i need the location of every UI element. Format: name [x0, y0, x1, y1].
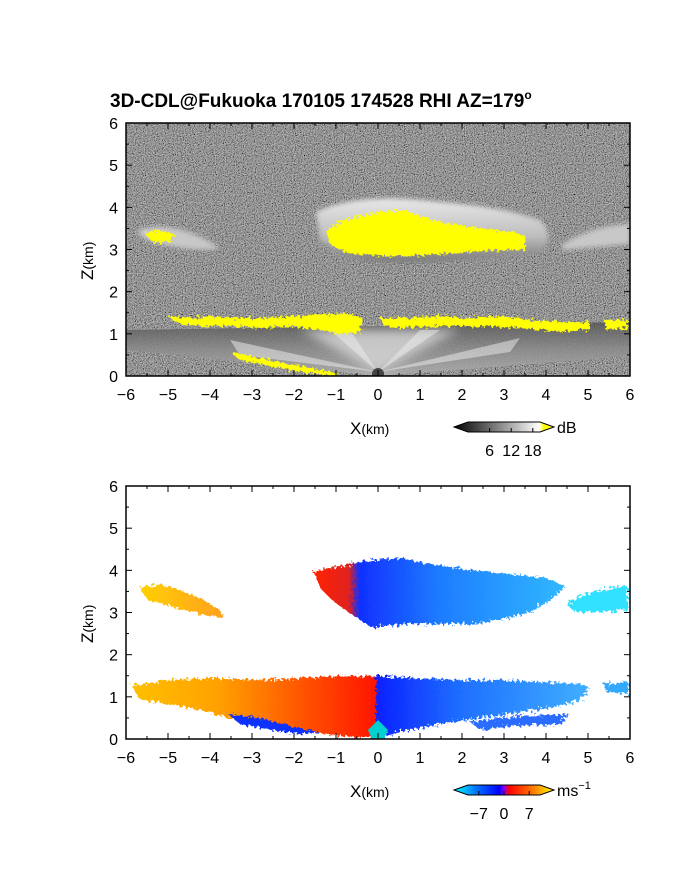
y-tick-label: 0 — [109, 732, 118, 749]
x-tick-label: −1 — [327, 750, 345, 767]
snr-image — [126, 123, 630, 376]
velocity-colorbar-unit: ms−1 — [557, 780, 591, 800]
y-tick-label: 5 — [109, 158, 118, 175]
velocity-y-axis-label: Z(km) — [78, 605, 97, 643]
x-tick-label: 6 — [626, 750, 635, 767]
snr-y-axis-label: Z(km) — [78, 242, 97, 280]
x-tick-label: 5 — [584, 387, 593, 404]
y-tick-label: 4 — [109, 200, 118, 217]
x-tick-label: 4 — [542, 750, 551, 767]
x-tick-label: −1 — [327, 387, 345, 404]
y-tick-label: 1 — [109, 690, 118, 707]
x-tick-label: −6 — [117, 750, 135, 767]
x-tick-label: 1 — [416, 750, 425, 767]
x-tick-label: −3 — [243, 750, 261, 767]
colorbar-tick-label: 0 — [500, 806, 509, 823]
velocity-boundary-right — [376, 676, 590, 738]
x-tick-label: −4 — [201, 750, 219, 767]
velocity-cloud-main — [314, 558, 565, 628]
x-tick-label: 0 — [374, 387, 383, 404]
velocity-x-axis-label: X(km) — [350, 782, 389, 801]
y-tick-label: 5 — [109, 521, 118, 538]
y-tick-label: 3 — [109, 606, 118, 623]
y-tick-label: 2 — [109, 648, 118, 665]
colorbar-tick-label: 6 — [485, 443, 494, 460]
x-tick-label: 4 — [542, 387, 551, 404]
snr-cloud-right — [562, 224, 630, 250]
colorbar-tick-label: 18 — [524, 443, 542, 460]
snr-yellow-regions — [144, 210, 628, 376]
snr-x-axis-label: X(km) — [350, 419, 389, 438]
figure-title: 3D-CDL@Fukuoka 170105 174528 RHI AZ=179o — [110, 88, 532, 112]
y-tick-label: 3 — [109, 243, 118, 260]
colorbar-tick-label: 7 — [525, 806, 534, 823]
colorbar-tick-label: −7 — [470, 806, 488, 823]
y-tick-label: 0 — [109, 369, 118, 386]
velocity-panel: −6 −5 −4 −3 −2 −1 0 1 2 3 4 5 6 0 1 2 3 4 5 6 X(km) Z(km) −… — [78, 479, 635, 823]
x-tick-label: 1 — [416, 387, 425, 404]
velocity-axes: −6 −5 −4 −3 −2 −1 0 1 2 3 4 5 6 0 1 2 3 4 5 6 — [109, 479, 634, 767]
velocity-colorbar: −7 0 7 ms−1 — [452, 780, 591, 823]
y-tick-label: 6 — [109, 116, 118, 133]
velocity-cloud-left — [140, 584, 224, 618]
x-tick-label: −4 — [201, 387, 219, 404]
x-tick-label: −3 — [243, 387, 261, 404]
y-tick-label: 6 — [109, 479, 118, 496]
y-tick-label: 1 — [109, 327, 118, 344]
y-tick-label: 4 — [109, 563, 118, 580]
x-tick-label: 5 — [584, 750, 593, 767]
x-tick-label: 3 — [500, 387, 509, 404]
x-tick-label: −5 — [159, 750, 177, 767]
x-tick-label: 6 — [626, 387, 635, 404]
x-tick-label: −2 — [285, 750, 303, 767]
snr-colorbar: 6 12 18 dB — [452, 420, 577, 460]
velocity-image — [126, 486, 630, 739]
x-tick-label: 2 — [458, 750, 467, 767]
snr-axes: −6 −5 −4 −3 −2 −1 0 1 2 3 4 5 6 0 1 2 3 4 5 6 — [109, 116, 634, 404]
snr-colorbar-unit: dB — [557, 420, 577, 437]
x-tick-label: 3 — [500, 750, 509, 767]
x-tick-label: −5 — [159, 387, 177, 404]
y-tick-label: 2 — [109, 285, 118, 302]
velocity-cloud-right — [566, 586, 628, 612]
x-tick-label: −2 — [285, 387, 303, 404]
x-tick-label: −6 — [117, 387, 135, 404]
colorbar-tick-label: 12 — [502, 443, 520, 460]
x-tick-label: 0 — [374, 750, 383, 767]
x-tick-label: 2 — [458, 387, 467, 404]
velocity-boundary-left — [132, 676, 382, 738]
